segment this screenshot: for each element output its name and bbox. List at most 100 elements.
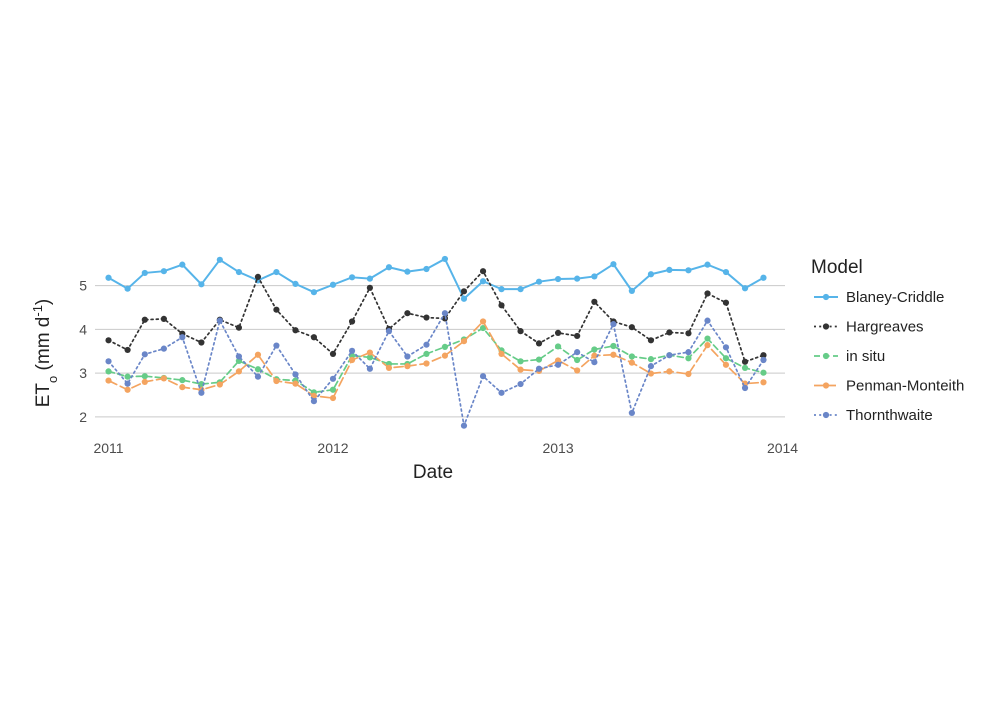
- legend-label-in-situ: in situ: [846, 348, 885, 365]
- point-blaney-criddle-2013-12: [760, 274, 767, 281]
- point-hargreaves-2012-10: [498, 302, 505, 309]
- point-hargreaves-2012-11: [517, 328, 524, 335]
- point-hargreaves-2011-10: [273, 306, 280, 313]
- point-hargreaves-2011-02: [124, 346, 131, 354]
- legend-items: Blaney-Criddle Hargreaves in situ Penman-Mo…: [814, 289, 964, 424]
- point-in-situ-2013-01: [554, 343, 562, 350]
- point-blaney-criddle-2013-03: [591, 273, 598, 280]
- point-in-situ-2012-06: [423, 350, 430, 357]
- point-thornthwaite-2013-02: [574, 349, 581, 356]
- point-thornthwaite-2011-01: [105, 358, 112, 365]
- point-thornthwaite-2013-12: [760, 356, 767, 364]
- point-penman-monteith-2011-02: [124, 386, 131, 393]
- point-hargreaves-2013-07: [666, 329, 673, 336]
- point-hargreaves-2013-03: [591, 298, 598, 305]
- point-penman-monteith-2012-05: [404, 363, 411, 370]
- point-blaney-criddle-2013-08: [685, 267, 692, 274]
- point-penman-monteith-2011-10: [273, 377, 280, 385]
- point-blaney-criddle-2012-05: [404, 268, 411, 275]
- legend-key-point-penman-monteith: [822, 382, 830, 389]
- point-thornthwaite-2012-09: [479, 373, 487, 380]
- y-tick-label-2: 2: [79, 409, 87, 425]
- point-penman-monteith-2012-04: [385, 364, 393, 371]
- point-in-situ-2013-02: [574, 356, 581, 364]
- point-hargreaves-2013-01: [554, 329, 562, 336]
- point-thornthwaite-2013-01: [554, 361, 562, 368]
- point-hargreaves-2012-12: [535, 340, 543, 347]
- point-blaney-criddle-2012-07: [441, 255, 449, 263]
- point-in-situ-2013-05: [628, 353, 635, 360]
- y-axis-title: ETo (mm d-1): [30, 299, 60, 408]
- legend-item-thornthwaite: Thornthwaite: [814, 407, 933, 424]
- point-blaney-criddle-2011-06: [198, 281, 205, 288]
- point-hargreaves-2013-05: [628, 324, 635, 331]
- y-tick-label-5: 5: [79, 278, 87, 294]
- point-in-situ-2013-04: [610, 342, 617, 350]
- grid-lines: [95, 285, 785, 418]
- point-hargreaves-2011-12: [310, 334, 318, 341]
- point-in-situ-2013-03: [591, 346, 598, 353]
- y-axis-title-subscript: o: [45, 376, 60, 383]
- point-blaney-criddle-2012-09: [479, 278, 487, 285]
- series-thornthwaite: [105, 310, 767, 429]
- point-penman-monteith-2013-03: [591, 352, 598, 359]
- point-thornthwaite-2011-05: [179, 334, 186, 341]
- point-blaney-criddle-2012-02: [348, 274, 356, 281]
- point-penman-monteith-2012-03: [366, 349, 373, 356]
- y-axis-title-base: ET: [33, 383, 54, 408]
- point-blaney-criddle-2011-04: [160, 268, 167, 275]
- point-blaney-criddle-2013-09: [704, 261, 711, 268]
- y-tick-label-4: 4: [79, 321, 87, 337]
- legend-title: Model: [811, 257, 863, 278]
- point-blaney-criddle-2012-11: [517, 286, 524, 293]
- point-thornthwaite-2011-03: [141, 351, 148, 358]
- point-penman-monteith-2013-05: [628, 359, 635, 366]
- point-penman-monteith-2012-02: [348, 356, 356, 364]
- x-axis-ticks: 2011 2012 2013 2014: [93, 440, 798, 456]
- point-hargreaves-2013-10: [722, 299, 730, 306]
- y-axis-ticks: 2 3 4 5: [79, 278, 87, 425]
- point-in-situ-2013-10: [722, 355, 730, 362]
- legend-label-thornthwaite: Thornthwaite: [846, 407, 933, 424]
- x-tick-label-2013: 2013: [542, 440, 573, 456]
- legend-key-point-in-situ: [822, 352, 830, 360]
- point-hargreaves-2012-01: [329, 350, 337, 357]
- point-blaney-criddle-2011-03: [141, 269, 148, 277]
- point-penman-monteith-2013-09: [704, 342, 711, 349]
- point-penman-monteith-2011-08: [235, 368, 242, 375]
- point-blaney-criddle-2013-11: [741, 285, 749, 292]
- point-thornthwaite-2012-02: [348, 347, 356, 354]
- point-hargreaves-2011-03: [141, 316, 148, 323]
- point-penman-monteith-2013-01: [554, 357, 562, 364]
- series-layer: [105, 255, 767, 429]
- point-hargreaves-2012-02: [348, 318, 356, 325]
- legend-item-penman-monteith: Penman-Monteith: [814, 378, 964, 395]
- series-line-penman-monteith: [107, 320, 765, 399]
- point-penman-monteith-2011-01: [105, 377, 112, 384]
- point-blaney-criddle-2011-10: [273, 268, 280, 276]
- point-hargreaves-2013-02: [574, 332, 581, 340]
- point-in-situ-2012-12: [535, 356, 543, 363]
- point-blaney-criddle-2012-04: [385, 264, 393, 271]
- legend-item-hargreaves: Hargreaves: [814, 319, 924, 336]
- point-penman-monteith-2012-08: [460, 338, 468, 345]
- point-blaney-criddle-2012-06: [423, 265, 430, 273]
- point-penman-monteith-2011-04: [160, 375, 167, 382]
- y-axis-title-superscript: -1: [30, 305, 45, 317]
- point-thornthwaite-2012-05: [404, 353, 411, 360]
- point-blaney-criddle-2012-10: [498, 286, 505, 293]
- point-in-situ-2011-05: [179, 377, 186, 384]
- point-thornthwaite-2013-09: [704, 317, 711, 324]
- point-hargreaves-2013-12: [760, 352, 767, 359]
- point-thornthwaite-2013-08: [685, 349, 692, 356]
- point-blaney-criddle-2013-02: [574, 275, 581, 282]
- point-blaney-criddle-2013-10: [722, 268, 730, 276]
- point-hargreaves-2012-03: [366, 284, 373, 291]
- point-penman-monteith-2012-01: [329, 394, 337, 402]
- point-thornthwaite-2011-11: [292, 371, 299, 378]
- point-penman-monteith-2011-11: [292, 380, 299, 387]
- point-thornthwaite-2013-05: [628, 409, 635, 417]
- point-penman-monteith-2013-12: [760, 379, 767, 386]
